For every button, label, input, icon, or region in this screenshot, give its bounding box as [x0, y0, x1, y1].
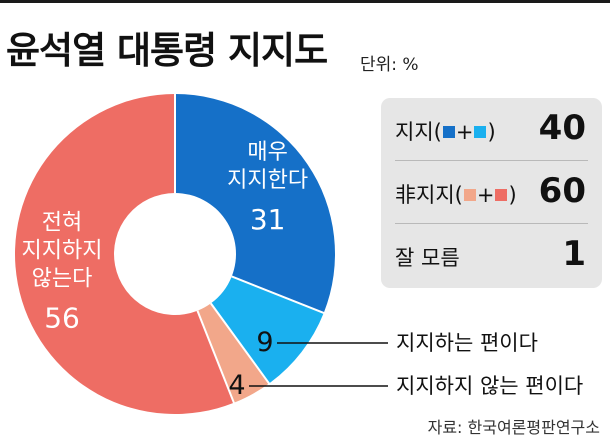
callout-label: 지지하지 않는 편이다 — [396, 374, 583, 398]
slice-label: 전혀 — [42, 211, 82, 236]
summary-legend: 지지(+) 40 非지지(+) 60 잘 모름 1 — [381, 98, 602, 288]
legend-value-unknown: 1 — [562, 234, 586, 274]
legend-label-support: 지지(+) — [395, 120, 496, 144]
chart-title: 윤석열 대통령 지지도 — [6, 29, 328, 72]
slice-separator — [196, 310, 236, 405]
slice-value: 4 — [228, 370, 245, 401]
swatch-strong-oppose — [495, 189, 508, 201]
swatch-strong-support — [442, 126, 455, 138]
slice-separator — [210, 302, 271, 385]
legend-divider — [395, 223, 588, 224]
legend-row-nonsupport: 非지지(+) 60 — [395, 161, 588, 223]
slice-separator — [231, 275, 326, 315]
donut-slice — [15, 94, 234, 414]
swatch-mild-oppose — [463, 189, 476, 201]
legend-value-support: 40 — [538, 108, 586, 148]
legend-divider — [395, 160, 588, 161]
slice-label: 지지하지 — [22, 239, 103, 264]
callout-label: 지지하는 편이다 — [396, 331, 538, 355]
legend-label-nonsupport: 非지지(+) — [395, 183, 517, 207]
slice-value: 31 — [250, 203, 286, 236]
legend-row-support: 지지(+) 40 — [395, 98, 588, 160]
slice-label: 지지한다 — [227, 168, 308, 193]
legend-row-unknown: 잘 모름 1 — [395, 224, 588, 286]
source-note: 자료: 한국여론평판연구소 — [427, 418, 600, 437]
legend-value-nonsupport: 60 — [538, 171, 586, 211]
donut-slice — [210, 276, 324, 384]
top-rule — [0, 0, 610, 3]
slice-value: 56 — [44, 302, 80, 335]
unit-label: 단위: % — [360, 55, 419, 75]
legend-label-unknown: 잘 모름 — [395, 246, 460, 270]
donut-slice — [197, 303, 270, 403]
slice-label: 매우 — [247, 140, 287, 165]
slice-label: 않는다 — [32, 267, 93, 292]
donut-slice — [175, 94, 335, 313]
swatch-mild-support — [474, 126, 487, 138]
slice-value: 9 — [256, 327, 273, 358]
